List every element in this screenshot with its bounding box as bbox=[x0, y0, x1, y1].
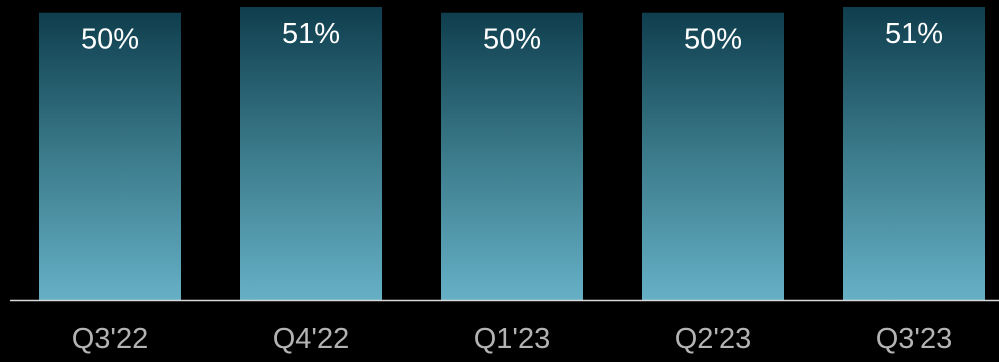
bar-4 bbox=[843, 7, 985, 300]
x-tick-label-3: Q2'23 bbox=[675, 323, 751, 355]
data-label-3: 50% bbox=[684, 24, 742, 56]
x-tick-label-1: Q4'22 bbox=[273, 323, 349, 355]
x-tick-labels-group: Q3'22 Q4'22 Q1'23 Q2'23 Q3'23 bbox=[72, 323, 952, 355]
data-label-4: 51% bbox=[885, 18, 943, 50]
x-tick-label-4: Q3'23 bbox=[876, 323, 952, 355]
bar-3 bbox=[642, 12, 784, 301]
bar-0 bbox=[39, 12, 181, 301]
data-label-0: 50% bbox=[81, 24, 139, 56]
bar-2 bbox=[441, 12, 583, 301]
x-tick-label-0: Q3'22 bbox=[72, 323, 148, 355]
bar-1 bbox=[240, 7, 382, 300]
data-label-1: 51% bbox=[282, 18, 340, 50]
x-tick-label-2: Q1'23 bbox=[474, 323, 550, 355]
bars-group bbox=[39, 7, 985, 301]
data-label-2: 50% bbox=[483, 24, 541, 56]
data-labels-group: 50% 51% 50% 50% 51% bbox=[81, 18, 943, 56]
